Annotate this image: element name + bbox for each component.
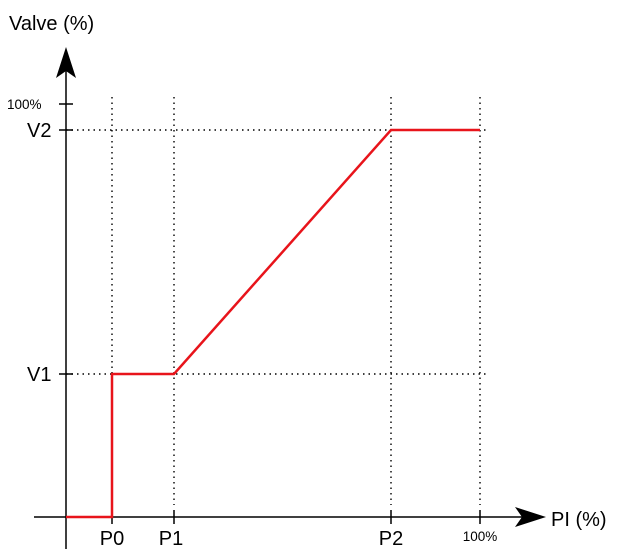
guide-lines bbox=[66, 97, 488, 505]
axes bbox=[34, 70, 522, 549]
y-tick-label-v2: V2 bbox=[27, 120, 51, 142]
series-line bbox=[66, 128, 480, 519]
y-axis-label: Valve (%) bbox=[9, 13, 94, 35]
x-tick-label-p0: P0 bbox=[100, 528, 124, 549]
y-axis-arrow bbox=[56, 47, 76, 78]
y-tick-label-100: 100% bbox=[7, 97, 42, 112]
x-tick-label-p2: P2 bbox=[379, 528, 403, 549]
x-tick-label-p1: P1 bbox=[159, 528, 183, 549]
x-axis-arrow bbox=[515, 507, 546, 527]
y-tick-label-v1: V1 bbox=[27, 364, 51, 386]
x-axis-label: PI (%) bbox=[551, 509, 607, 531]
x-tick-label-100: 100% bbox=[463, 529, 498, 544]
